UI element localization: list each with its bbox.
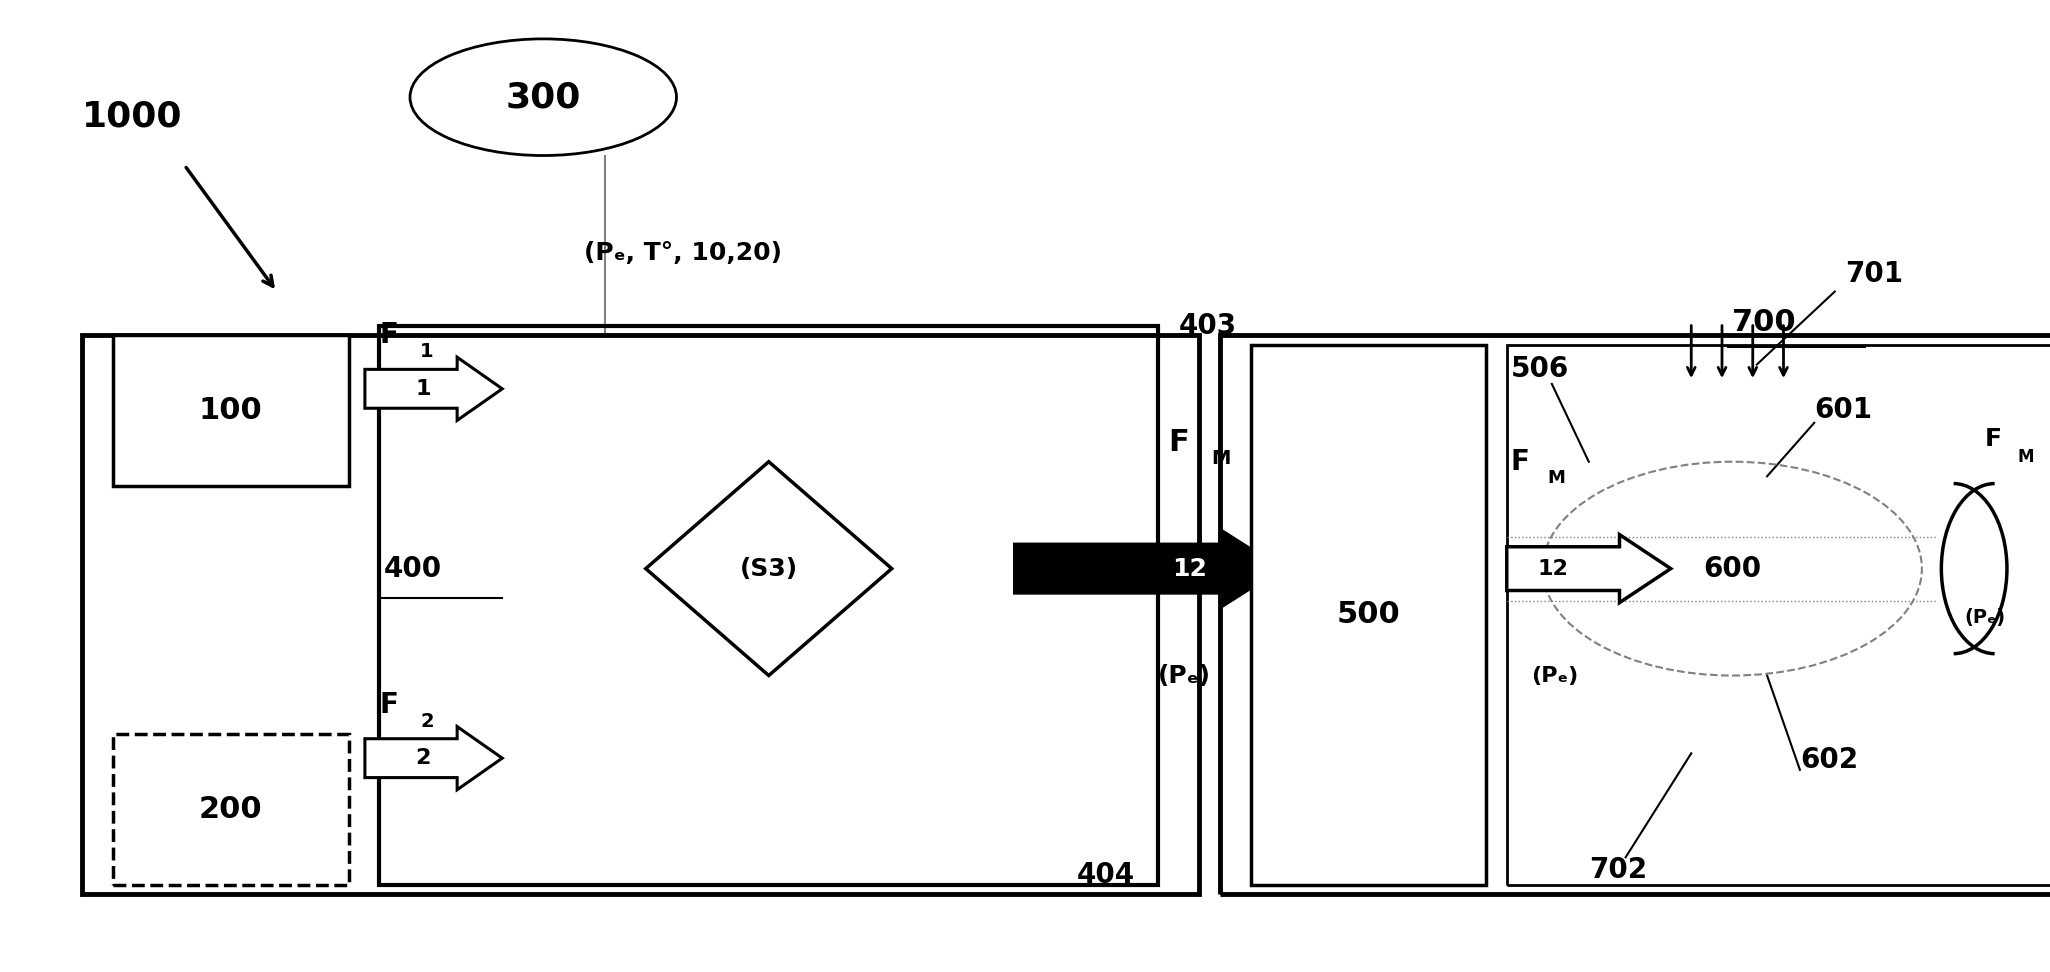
Text: (Pₑ): (Pₑ)	[1158, 664, 1212, 687]
Text: M: M	[1212, 449, 1230, 469]
Text: 300: 300	[506, 81, 580, 114]
Text: (Pₑ): (Pₑ)	[1964, 608, 2005, 627]
FancyBboxPatch shape	[113, 734, 348, 885]
Text: F: F	[379, 322, 398, 349]
Text: 602: 602	[1800, 746, 1857, 774]
Text: F: F	[1984, 428, 2001, 451]
Text: 506: 506	[1511, 356, 1568, 383]
Text: 2: 2	[420, 712, 435, 731]
Text: M: M	[1548, 469, 1566, 487]
Text: 400: 400	[383, 555, 441, 582]
Text: 404: 404	[1076, 861, 1134, 888]
FancyBboxPatch shape	[113, 335, 348, 486]
Text: 12: 12	[1173, 557, 1207, 580]
Text: 200: 200	[199, 795, 262, 823]
Text: (S3): (S3)	[740, 557, 797, 580]
Text: 600: 600	[1704, 555, 1761, 582]
Text: F: F	[379, 691, 398, 718]
Text: 1000: 1000	[82, 100, 182, 133]
Text: 500: 500	[1337, 601, 1400, 629]
FancyBboxPatch shape	[1250, 345, 1486, 885]
Polygon shape	[365, 727, 502, 789]
Text: 701: 701	[1845, 260, 1902, 288]
Polygon shape	[1015, 533, 1281, 605]
Text: 702: 702	[1589, 856, 1646, 884]
Text: 100: 100	[199, 397, 262, 425]
Polygon shape	[365, 358, 502, 421]
Text: (Pₑ, T°, 10,20): (Pₑ, T°, 10,20)	[584, 241, 783, 264]
Text: 2: 2	[416, 748, 430, 768]
Text: M: M	[2017, 448, 2034, 466]
Text: 1: 1	[416, 379, 430, 399]
Text: F: F	[1168, 428, 1189, 457]
Text: 12: 12	[1538, 559, 1568, 578]
Text: F: F	[1511, 448, 1529, 475]
Text: (Pₑ): (Pₑ)	[1531, 666, 1578, 685]
Text: 700: 700	[1732, 308, 1796, 337]
Polygon shape	[1507, 535, 1671, 603]
Text: 601: 601	[1814, 397, 1872, 424]
Text: 1: 1	[420, 342, 435, 362]
Text: 403: 403	[1179, 312, 1236, 339]
